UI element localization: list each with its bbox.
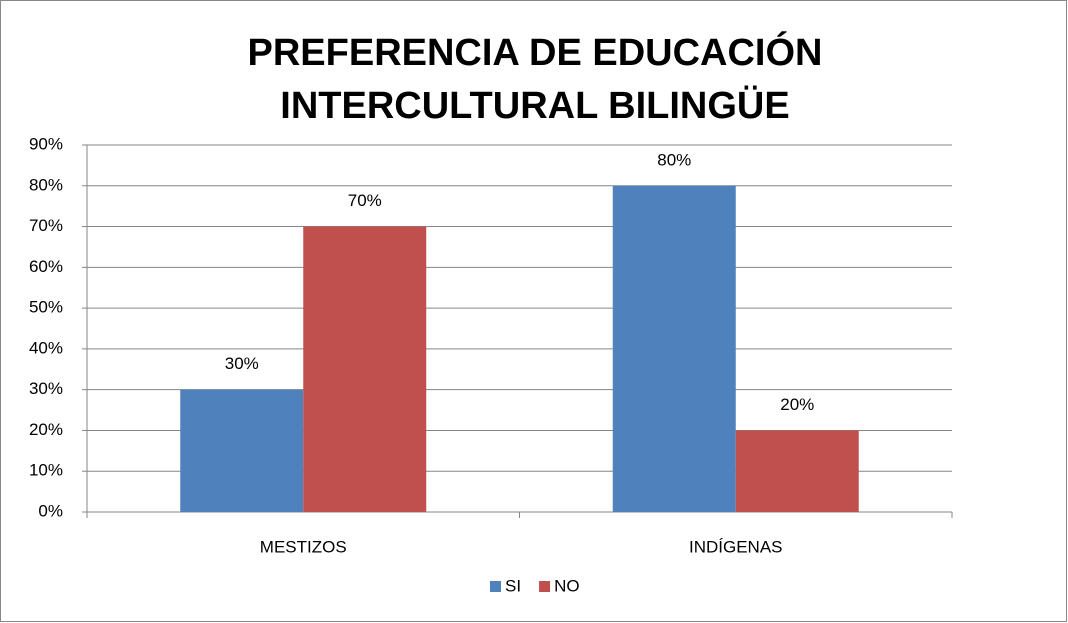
y-tick-label: 30% (29, 379, 63, 398)
x-tick-label: INDÍGENAS (689, 537, 783, 556)
legend-swatch (539, 581, 551, 592)
legend-label: SI (505, 576, 521, 595)
legend-label: NO (554, 576, 580, 595)
data-label: 30% (225, 354, 259, 373)
y-tick-label: 40% (29, 338, 63, 357)
y-tick-label: 90% (29, 134, 63, 153)
y-tick-label: 60% (29, 257, 63, 276)
legend-swatch (490, 581, 501, 592)
bar (612, 185, 736, 512)
data-label: 20% (780, 395, 814, 414)
y-tick-label: 70% (29, 216, 63, 235)
y-tick-label: 0% (38, 501, 63, 520)
y-tick-label: 20% (29, 420, 63, 439)
bar (735, 430, 859, 512)
chart-title: PREFERENCIA DE EDUCACIÓN (248, 30, 823, 74)
bar (303, 226, 427, 513)
x-tick-label: MESTIZOS (260, 537, 347, 556)
bar (180, 389, 304, 512)
chart-title: INTERCULTURAL BILINGÜE (280, 84, 789, 127)
data-label: 80% (657, 150, 691, 169)
y-tick-label: 80% (29, 175, 63, 194)
y-tick-label: 50% (29, 298, 63, 317)
y-tick-label: 10% (29, 461, 63, 480)
data-label: 70% (348, 191, 382, 210)
